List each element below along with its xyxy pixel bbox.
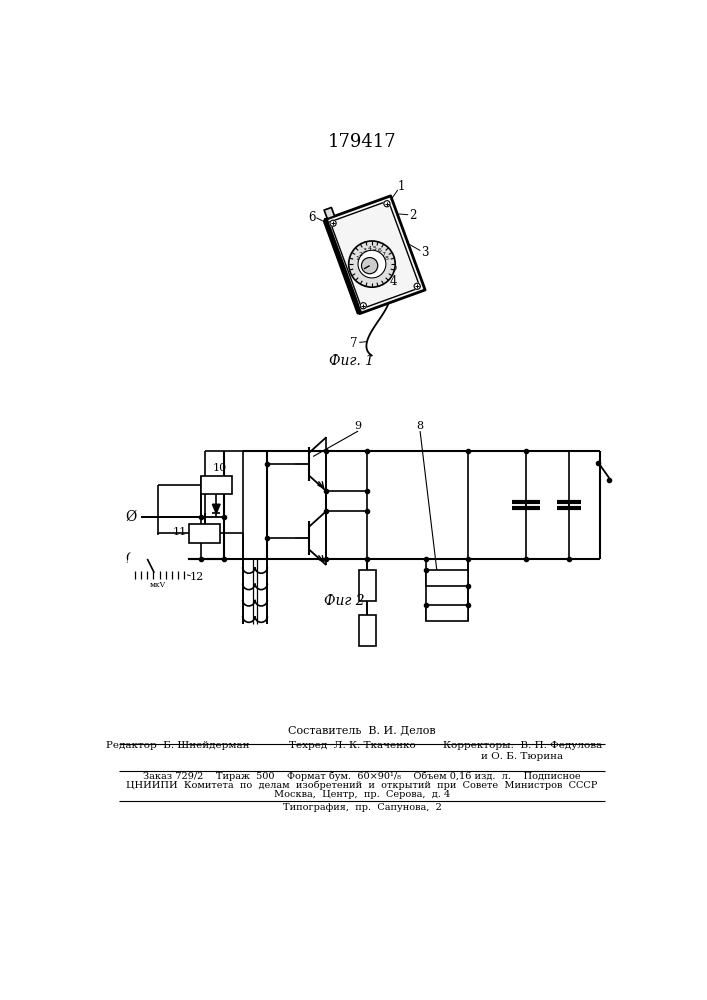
Text: и О. Б. Тюрина: и О. Б. Тюрина [481,752,563,761]
Text: 9: 9 [354,421,362,431]
Text: Ø: Ø [125,510,136,524]
Text: 7: 7 [350,337,358,350]
Circle shape [384,201,390,207]
Text: Составитель  В. И. Делов: Составитель В. И. Делов [288,726,436,736]
Text: 6: 6 [378,248,382,253]
Polygon shape [324,207,334,219]
Bar [426,605,468,620]
Text: 2: 2 [358,252,362,257]
Circle shape [129,536,187,594]
Circle shape [349,241,395,287]
Circle shape [358,250,386,278]
Text: 4: 4 [390,275,397,288]
Text: Техред  Л. К. Ткаченко: Техред Л. К. Ткаченко [288,741,415,750]
Bar [189,524,220,543]
Text: 11: 11 [173,527,187,537]
Polygon shape [212,504,220,513]
Circle shape [414,283,420,289]
Bar [201,476,232,494]
Text: Корректоры:  В. П. Федулова: Корректоры: В. П. Федулова [443,741,602,750]
Bar [426,570,468,586]
Text: 5: 5 [390,261,397,274]
Text: 8: 8 [416,421,423,431]
Text: 3: 3 [362,248,366,253]
Text: Москва,  Центр,  пр.  Серова,  д. 4: Москва, Центр, пр. Серова, д. 4 [274,790,450,799]
Text: 8: 8 [385,256,388,261]
Text: 5: 5 [373,246,377,251]
Text: 2: 2 [409,209,416,222]
Text: 10: 10 [213,463,227,473]
Bar [359,570,376,601]
Text: Типография,  пр.  Сапунова,  2: Типография, пр. Сапунова, 2 [283,803,441,812]
Circle shape [360,303,366,309]
Text: Редактор  Б. Шнейдерман: Редактор Б. Шнейдерман [106,741,250,750]
Text: Ø: Ø [125,552,136,566]
Text: ЦНИИПИ  Комитета  по  делам  изобретений  и  открытий  при  Совете  Министров  С: ЦНИИПИ Комитета по делам изобретений и о… [127,781,597,790]
Text: Фиг. 1: Фиг. 1 [329,354,375,368]
Text: Фиг 2: Фиг 2 [324,594,364,608]
Polygon shape [325,196,425,314]
Text: мкV: мкV [150,581,166,589]
Text: 6: 6 [309,211,316,224]
Text: 3: 3 [421,246,428,259]
Text: 4: 4 [367,246,371,251]
Text: 1: 1 [356,256,359,261]
Bar [359,615,376,646]
Text: 179417: 179417 [327,133,396,151]
Circle shape [330,220,336,226]
Text: 7: 7 [382,252,386,257]
Circle shape [361,258,378,274]
Text: 1: 1 [397,180,404,193]
Text: Заказ 729/2    Тираж  500    Формат бум.  60×90¹/₈    Объем 0,16 изд.  л.    Под: Заказ 729/2 Тираж 500 Формат бум. 60×90¹… [143,771,580,781]
Text: 12: 12 [189,572,204,582]
